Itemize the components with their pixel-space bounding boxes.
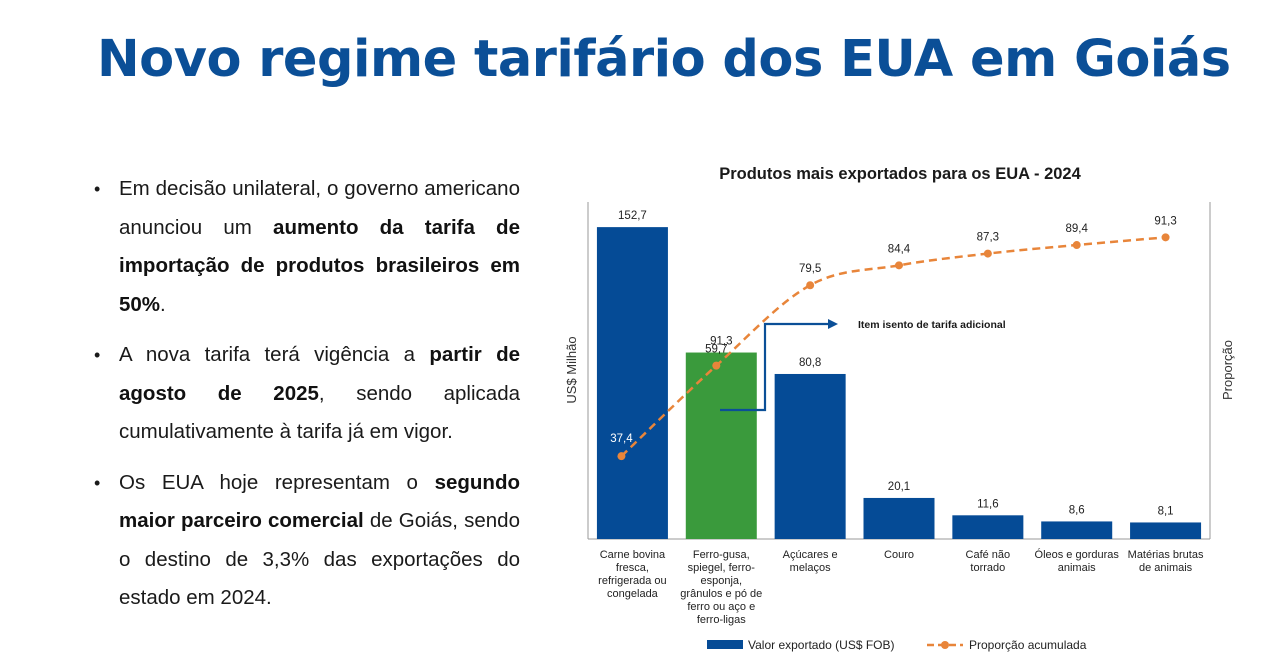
line-point — [712, 361, 721, 370]
x-tick-label: Carne bovina — [600, 549, 666, 561]
line-point — [1072, 241, 1081, 250]
line-point — [895, 261, 903, 270]
bullet-item: Em decisão unilateral, o governo america… — [92, 170, 520, 324]
bullet-text: , sendo aplicada cumulativamente à tarif… — [119, 381, 520, 444]
line-value-label: 37,4 — [610, 433, 633, 445]
bar-value-label: 8,1 — [1158, 505, 1174, 517]
line-point — [1161, 233, 1170, 242]
x-tick-label: Café não — [966, 549, 1011, 561]
annotation-label: Item isento de tarifa adicional — [858, 319, 1006, 331]
y-axis-title-left: US$ Milhão — [564, 336, 579, 403]
line-point — [983, 249, 992, 258]
legend-label-line: Proporção acumulada — [969, 638, 1087, 652]
line-point — [806, 281, 815, 290]
bar-value-label: 20,1 — [888, 481, 910, 493]
line-value-label: 59,7 — [705, 344, 727, 356]
bar-value-label: 91,3 — [710, 336, 732, 348]
x-tick-label: ferro ou aço e — [687, 601, 755, 613]
bullet-text: de Goiás, sendo o destino de 3,3% das ex… — [119, 509, 520, 609]
x-tick-label: Açúcares e — [783, 549, 838, 561]
x-tick-label: refrigerada ou — [598, 575, 667, 587]
x-tick-label: torrado — [970, 562, 1005, 574]
bullet-text: Os EUA hoje representam o — [119, 470, 435, 494]
line-value-label: 79,5 — [799, 263, 821, 275]
legend-swatch-bar — [707, 640, 743, 649]
bar — [774, 373, 846, 539]
pareto-chart: Produtos mais exportados para os EUA - 2… — [564, 165, 1235, 652]
annotation-arrowhead — [828, 319, 838, 329]
bar-value-label: 8,6 — [1069, 504, 1085, 516]
bullet-text: Em decisão unilateral, o governo america… — [119, 177, 520, 239]
bullet-text: . — [160, 292, 166, 316]
bar — [685, 352, 757, 539]
bar — [952, 515, 1024, 539]
bullet-bold-text: segundo maior parceiro comercial — [119, 470, 520, 533]
x-tick-label: Óleos e gorduras — [1035, 548, 1120, 561]
x-tick-label: melaços — [790, 562, 831, 574]
bar — [863, 497, 935, 539]
bullet-item: Os EUA hoje representam o segundo maior … — [92, 464, 520, 618]
x-tick-label: congelada — [607, 588, 659, 600]
x-tick-label: grânulos e pó de — [680, 588, 762, 600]
bar — [1041, 521, 1113, 539]
x-tick-label: Couro — [884, 549, 914, 561]
bar-value-label: 152,7 — [618, 210, 647, 222]
x-tick-label: spiegel, ferro- — [688, 562, 756, 574]
x-tick-label: esponja, — [700, 575, 742, 587]
line-value-label: 84,4 — [888, 243, 911, 255]
annotation-connector — [720, 322, 830, 412]
x-tick-label: de animais — [1139, 562, 1193, 574]
x-tick-label: fresca, — [616, 562, 649, 574]
bullet-bold-text: aumento da tarifa de importação de produ… — [119, 215, 520, 316]
x-tick-label: ferro-ligas — [697, 614, 746, 626]
legend-swatch-point — [941, 641, 949, 649]
line-point — [617, 452, 626, 461]
x-tick-label: Matérias brutas — [1128, 549, 1204, 561]
x-tick-label: animais — [1058, 562, 1096, 574]
bullet-text: A nova tarifa terá vigência a — [119, 343, 430, 366]
bullet-item: A nova tarifa terá vigência a partir de … — [92, 336, 520, 452]
plot-area: US$ Milhão Proporção 152,7 91,3 80,8 20,1 11,6… — [564, 202, 1235, 652]
bar — [1130, 522, 1202, 539]
line-value-label: 91,3 — [1154, 215, 1176, 227]
line-value-label: 87,3 — [977, 232, 999, 244]
bar — [596, 227, 668, 539]
legend-label-bar: Valor exportado (US$ FOB) — [748, 638, 895, 652]
y-axis-title-right: Proporção — [1220, 340, 1235, 400]
bar-value-label: 11,6 — [977, 498, 999, 510]
chart-container: Produtos mais exportados para os EUA - 2… — [555, 155, 1255, 665]
line-value-label: 89,4 — [1066, 223, 1089, 235]
bullet-bold-text: partir de agosto de 2025 — [119, 343, 520, 405]
bullet-list: Em decisão unilateral, o governo america… — [92, 170, 520, 630]
chart-title: Produtos mais exportados para os EUA - 2… — [719, 165, 1081, 183]
x-tick-label: Ferro-gusa, — [693, 549, 750, 561]
bar-value-label: 80,8 — [799, 357, 821, 369]
page-title: Novo regime tarifário dos EUA em Goiás — [97, 30, 1231, 89]
